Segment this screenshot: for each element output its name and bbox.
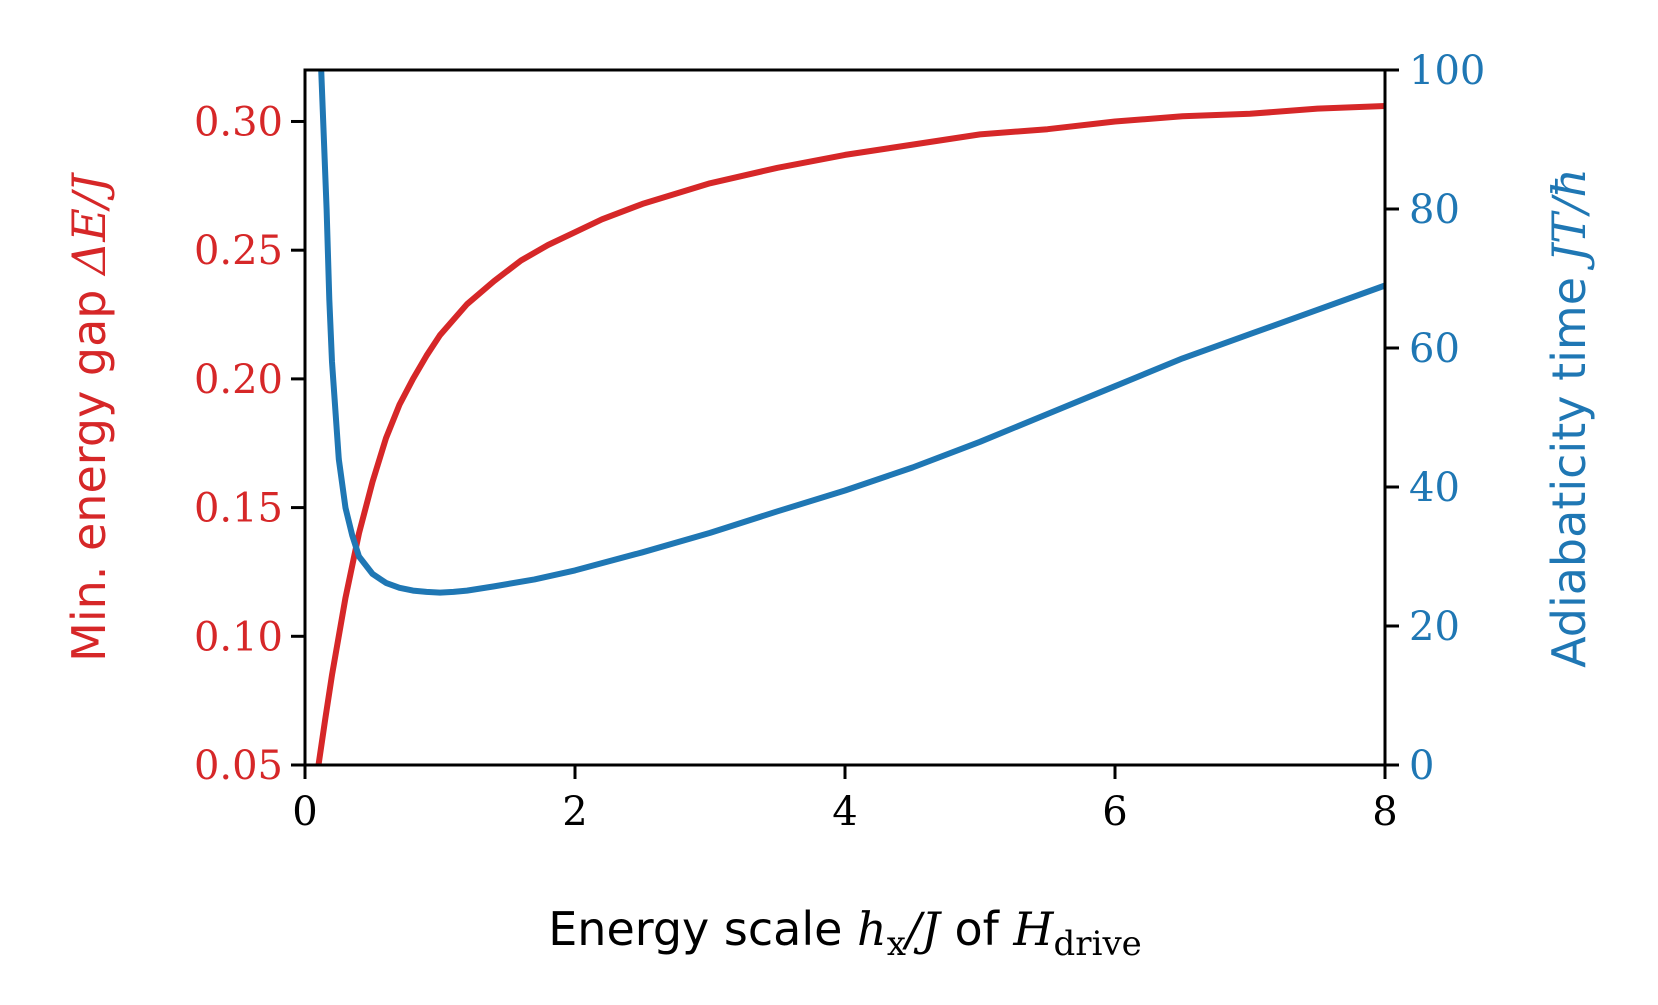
adiabaticity-time-line — [318, 70, 1385, 596]
y-left-tick-label: 0.25 — [194, 228, 283, 274]
y-left-tick-label: 0.30 — [194, 99, 283, 145]
energy-gap-line — [315, 103, 1385, 765]
x-label-math-a-sub: x — [887, 924, 906, 964]
y-left-label-prefix: Min. energy gap — [62, 275, 116, 662]
x-tick-label: 4 — [832, 789, 857, 835]
x-tick-label: 6 — [1102, 789, 1127, 835]
y-left-tick-label: 0.05 — [194, 743, 283, 789]
x-tick-label: 2 — [562, 789, 587, 835]
x-label-prefix: Energy scale — [548, 902, 857, 956]
y-left-axis-label: Min. energy gap ΔE/J — [62, 172, 116, 662]
y-right-tick-label: 0 — [1409, 743, 1434, 789]
y-right-tick-label: 100 — [1409, 48, 1485, 94]
y-left-tick-label: 0.20 — [194, 357, 283, 403]
y-right-tick-label: 20 — [1409, 604, 1460, 650]
y-right-tick-label: 60 — [1409, 326, 1460, 372]
y-right-tick-label: 80 — [1409, 187, 1460, 233]
plot-frame — [303, 68, 1387, 767]
x-label-math-c-sub: drive — [1054, 924, 1142, 964]
x-label-math-a: h — [857, 902, 887, 956]
plot-lines — [315, 70, 1385, 765]
x-label-mid: of — [940, 902, 1014, 956]
y-left-tick-label: 0.10 — [194, 614, 283, 660]
y-right-label-math: JT/ħ — [1542, 168, 1596, 270]
x-axis-label: Energy scale hx/J of Hdrive — [548, 902, 1142, 964]
y-right-label-prefix: Adiabaticity time — [1542, 262, 1596, 668]
y-left-label-math: ΔE/J — [62, 172, 116, 277]
x-tick-label: 0 — [292, 789, 317, 835]
y-right-axis-label: Adiabaticity time JT/ħ — [1542, 168, 1596, 668]
y-left-tick-label: 0.15 — [194, 486, 283, 532]
x-label-math-b: /J — [902, 902, 942, 956]
x-tick-label: 8 — [1372, 789, 1397, 835]
x-label-math-c: H — [1012, 902, 1054, 956]
y-right-tick-label: 40 — [1409, 465, 1460, 511]
ticks: 0 2 4 6 8 0.05 0.10 0.15 0.20 0.25 0.30 0 20 40 60 80 10… — [194, 48, 1485, 835]
